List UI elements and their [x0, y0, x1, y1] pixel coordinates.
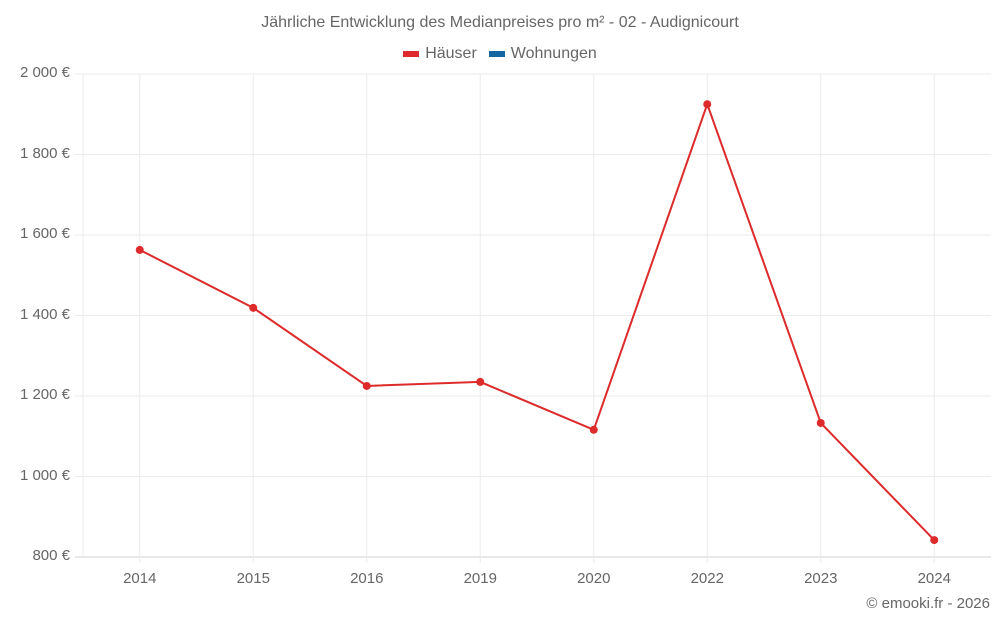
legend-label-wohnungen: Wohnungen — [510, 45, 597, 62]
x-tick-label: 2015 — [236, 570, 270, 587]
legend-item-haeuser[interactable]: Häuser — [403, 45, 477, 63]
x-tick-label: 2024 — [917, 570, 951, 587]
x-tick-label: 2019 — [463, 570, 497, 587]
copyright-footer: © emooki.fr - 2026 — [866, 595, 990, 612]
data-point[interactable] — [703, 100, 712, 109]
legend-swatch-haeuser — [403, 51, 420, 57]
x-tick-label: 2016 — [350, 570, 384, 587]
data-point[interactable] — [362, 381, 371, 390]
legend-label-haeuser: Häuser — [425, 45, 477, 62]
data-point[interactable] — [816, 418, 825, 427]
y-tick-label: 2 000 € — [19, 64, 70, 81]
line-path — [139, 101, 935, 541]
gridlines — [75, 73, 991, 563]
legend-item-wohnungen[interactable]: Wohnungen — [488, 45, 597, 63]
data-point[interactable] — [476, 377, 485, 386]
y-tick-label: 1 000 € — [19, 466, 70, 484]
data-point[interactable] — [135, 245, 144, 254]
x-tick-label: 2023 — [804, 570, 838, 587]
y-tick-label: 1 400 € — [19, 305, 70, 323]
y-tick-label: 800 € — [32, 547, 70, 564]
y-tick-label: 1 200 € — [19, 386, 70, 403]
data-point[interactable] — [249, 303, 258, 312]
y-tick-label: 1 800 € — [19, 144, 70, 162]
y-tick-label: 1 600 € — [19, 225, 70, 242]
x-tick-label: 2014 — [123, 570, 157, 587]
legend-swatch-wohnungen — [488, 51, 505, 57]
data-point[interactable] — [589, 425, 598, 434]
chart-title: Jährliche Entwicklung des Medianpreises … — [261, 14, 739, 31]
x-tick-label: 2020 — [577, 570, 611, 587]
legend: Häuser Wohnungen — [0, 45, 1000, 63]
data-point[interactable] — [930, 536, 939, 545]
series-haeuser — [135, 100, 939, 545]
x-tick-label: 2022 — [690, 570, 724, 587]
